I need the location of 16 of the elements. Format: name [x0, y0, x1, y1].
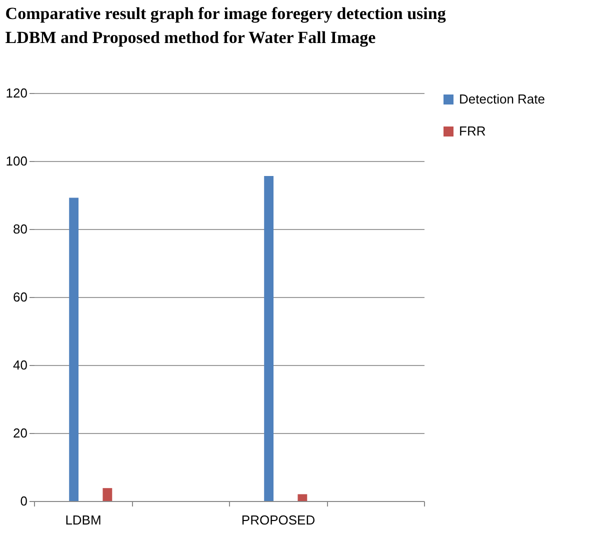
y-tick-label: 20	[13, 426, 28, 440]
legend-label: Detection Rate	[459, 92, 545, 106]
bar	[298, 494, 308, 501]
y-tick-label: 0	[20, 494, 28, 508]
bar	[102, 488, 112, 501]
y-tick-label: 100	[6, 154, 28, 168]
y-tick-label: 40	[13, 358, 28, 372]
y-tick-label: 120	[6, 86, 28, 100]
y-tick-label: 60	[13, 290, 28, 304]
y-tick-label: 80	[13, 222, 28, 236]
bar	[69, 198, 79, 501]
chart-title: Comparative result graph for image foregery detection using LDBM and Proposed method for Water Fall Image	[5, 4, 446, 47]
bar	[264, 176, 274, 501]
x-tick-label: LDBM	[65, 512, 102, 528]
legend-label: FRR	[459, 124, 486, 138]
x-tick-label: PROPOSED	[241, 512, 316, 528]
